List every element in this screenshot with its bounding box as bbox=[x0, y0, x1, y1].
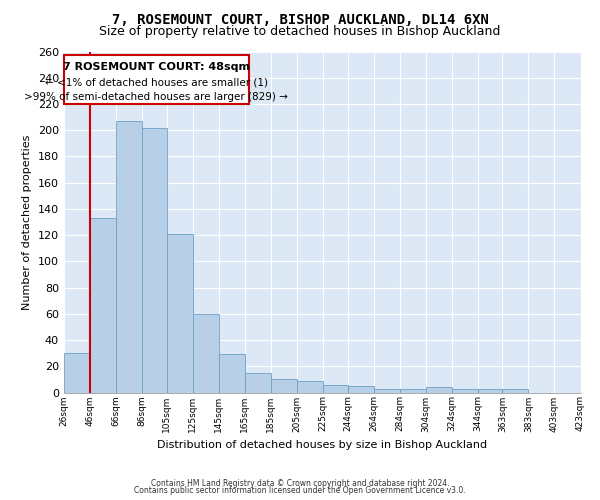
Bar bbox=[271, 380, 297, 392]
X-axis label: Distribution of detached houses by size in Bishop Auckland: Distribution of detached houses by size … bbox=[157, 440, 487, 450]
Bar bbox=[452, 388, 478, 392]
Bar bbox=[297, 380, 323, 392]
Bar bbox=[478, 388, 502, 392]
Text: Contains public sector information licensed under the Open Government Licence v3: Contains public sector information licen… bbox=[134, 486, 466, 495]
Bar bbox=[425, 388, 452, 392]
Y-axis label: Number of detached properties: Number of detached properties bbox=[22, 134, 32, 310]
Bar bbox=[218, 354, 245, 393]
Bar bbox=[323, 384, 347, 392]
Bar bbox=[167, 234, 193, 392]
Bar bbox=[502, 388, 529, 392]
Bar bbox=[116, 121, 142, 392]
Bar bbox=[374, 388, 400, 392]
Text: 7 ROSEMOUNT COURT: 48sqm: 7 ROSEMOUNT COURT: 48sqm bbox=[62, 62, 250, 72]
FancyBboxPatch shape bbox=[64, 56, 248, 104]
Text: >99% of semi-detached houses are larger (829) →: >99% of semi-detached houses are larger … bbox=[24, 92, 288, 102]
Bar bbox=[245, 373, 271, 392]
Bar bbox=[142, 128, 167, 392]
Text: Size of property relative to detached houses in Bishop Auckland: Size of property relative to detached ho… bbox=[100, 25, 500, 38]
Bar bbox=[193, 314, 218, 392]
Bar bbox=[400, 388, 425, 392]
Bar bbox=[64, 353, 90, 393]
Bar bbox=[347, 386, 374, 392]
Text: 7, ROSEMOUNT COURT, BISHOP AUCKLAND, DL14 6XN: 7, ROSEMOUNT COURT, BISHOP AUCKLAND, DL1… bbox=[112, 12, 488, 26]
Bar bbox=[90, 218, 116, 392]
Text: ← <1% of detached houses are smaller (1): ← <1% of detached houses are smaller (1) bbox=[44, 78, 268, 88]
Text: Contains HM Land Registry data © Crown copyright and database right 2024.: Contains HM Land Registry data © Crown c… bbox=[151, 478, 449, 488]
